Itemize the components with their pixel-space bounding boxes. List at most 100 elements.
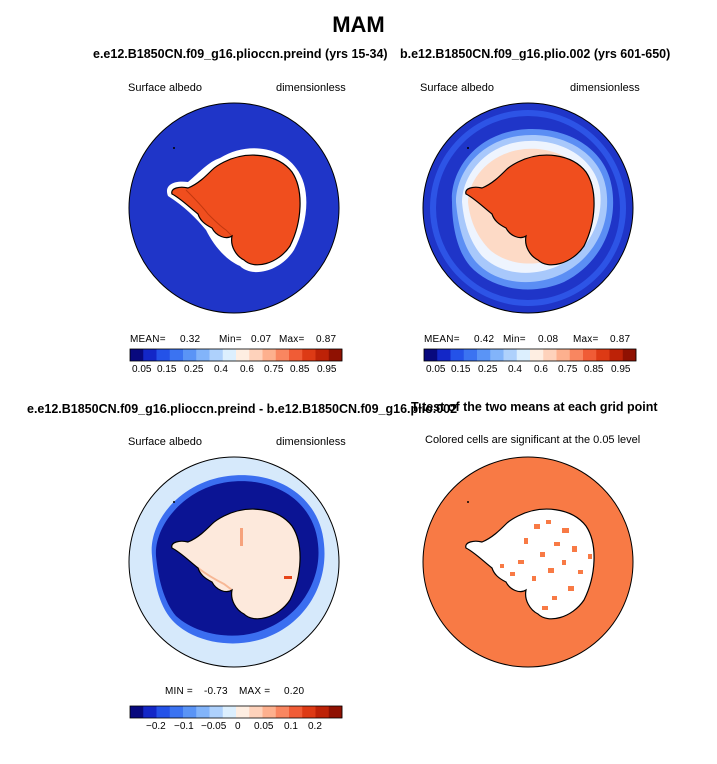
panel-1-tick-label: 0.4 [214,364,228,375]
colorbar-border [129,348,343,362]
panel-2-antarctica [465,155,595,265]
panel-2-min-value: 0.08 [538,334,559,345]
panel-2-mean-label: MEAN= [424,334,460,345]
colorbar-swatch [130,349,144,361]
colorbar-swatch [196,349,210,361]
colorbar-swatch [236,349,250,361]
colorbar-swatch [569,349,584,361]
colorbar-swatch [583,349,597,361]
panel-1-max-value: 0.87 [316,334,337,345]
panel-2-tick-label: 0.75 [558,364,578,375]
colorbar-swatch [275,349,290,361]
panel-4-title: T-test of the two means at each grid poi… [411,400,658,414]
panel-1-tick-label: 0.15 [157,364,177,375]
panel-3-tick-label: −0.1 [174,721,194,732]
panel-3-tick-label: 0 [235,721,241,732]
panel-1-units: dimensionless [276,82,346,94]
panel-3-min-value: -0.73 [204,686,228,697]
panel-1-antarctica [171,155,301,265]
panel-2-polar-map [422,102,634,314]
colorbar-swatch [622,349,637,361]
colorbar-swatch [262,706,277,718]
colorbar-swatch [183,706,197,718]
panel-3-tick-label: −0.05 [201,721,227,732]
panel-3-antarctica [171,509,301,619]
colorbar-swatch [143,349,157,361]
panel-1-tick-label: 0.75 [264,364,284,375]
colorbar-swatch [328,349,343,361]
colorbar-swatch [143,706,157,718]
panel-2-tick-label: 0.4 [508,364,522,375]
panel-1-max-label: Max= [279,334,305,345]
panel-2-variable: Surface albedo [420,82,494,94]
colorbar-swatch [289,349,303,361]
colorbar-swatch [222,706,237,718]
panel-4-subtitle: Colored cells are significant at the 0.0… [425,434,641,446]
panel-1-tick-label: 0.95 [317,364,337,375]
colorbar-swatch [503,349,518,361]
colorbar-swatch [450,349,465,361]
panel-3-max-value: 0.20 [284,686,305,697]
colorbar-border [129,705,343,719]
panel-2-min-label: Min= [503,334,526,345]
colorbar-swatch [209,706,224,718]
panel-2-tick-label: 0.15 [451,364,471,375]
panel-1-mean-label: MEAN= [130,334,166,345]
colorbar-swatch [424,349,438,361]
panel-3-tick-label: 0.05 [254,721,274,732]
colorbar-swatch [183,349,197,361]
panel-1-tick-label: 0.05 [132,364,152,375]
panel-3-units: dimensionless [276,436,346,448]
colorbar-swatch [156,349,171,361]
colorbar-swatch [328,706,343,718]
colorbar-swatch [209,349,224,361]
colorbar-swatch [516,349,531,361]
panel-2-colorbar [423,348,637,362]
colorbar-border [423,348,637,362]
panel-1-variable: Surface albedo [128,82,202,94]
panel-1-colorbar [129,348,343,362]
panel-2-tick-label: 0.05 [426,364,446,375]
colorbar-swatch [315,349,330,361]
panel-3-tick-label: 0.2 [308,721,322,732]
colorbar-swatch [315,706,330,718]
panel-1-tick-label: 0.6 [240,364,254,375]
panel-4-antarctica-nonsignificant [465,509,595,619]
panel-3-tick-label: 0.1 [284,721,298,732]
panel-1-mean-value: 0.32 [180,334,201,345]
main-title: MAM [332,12,385,37]
colorbar-swatch [262,349,277,361]
colorbar-swatch [169,706,184,718]
panel-1-min-label: Min= [219,334,242,345]
colorbar-swatch [249,706,263,718]
panel-3-variable: Surface albedo [128,436,202,448]
colorbar-swatch [302,706,316,718]
panel-1-tick-label: 0.25 [184,364,204,375]
colorbar-swatch [463,349,478,361]
panel-2-tick-label: 0.25 [478,364,498,375]
panel-3-polar-map [128,456,340,668]
colorbar-swatch [156,706,171,718]
panel-3-max-label: MAX = [239,686,271,697]
colorbar-swatch [169,349,184,361]
colorbar-swatch [490,349,504,361]
colorbar-swatch [249,349,263,361]
colorbar-swatch [477,349,491,361]
panel-2-max-value: 0.87 [610,334,631,345]
panel-3-title: e.e12.B1850CN.f09_g16.plioccn.preind - b… [27,402,458,416]
panel-2-tick-label: 0.6 [534,364,548,375]
panel-2-tick-label: 0.95 [611,364,631,375]
panel-2-units: dimensionless [570,82,640,94]
colorbar-swatch [437,349,451,361]
panel-2-title: b.e12.B1850CN.f09_g16.plio.002 (yrs 601-… [400,47,671,61]
panel-2-mean-value: 0.42 [474,334,495,345]
colorbar-swatch [596,349,610,361]
panel-1-tick-label: 0.85 [290,364,310,375]
colorbar-swatch [222,349,237,361]
panel-2-tick-label: 0.85 [584,364,604,375]
panel-1-min-value: 0.07 [251,334,272,345]
colorbar-swatch [289,706,303,718]
panel-1-polar-map [128,102,340,314]
panel-3-tick-label: −0.2 [146,721,166,732]
colorbar-swatch [543,349,557,361]
